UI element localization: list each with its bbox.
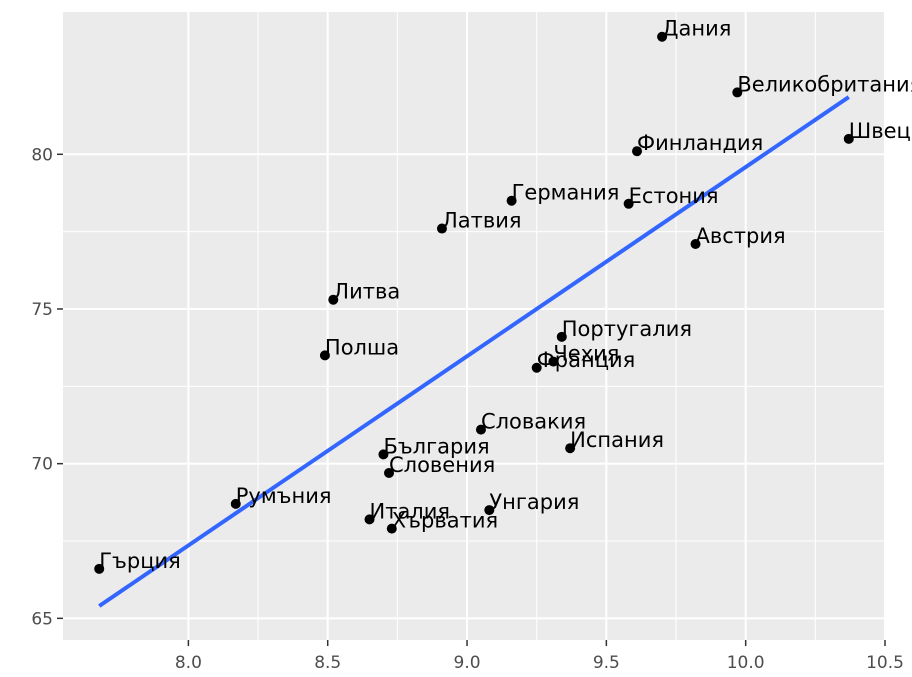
data-point bbox=[657, 31, 668, 42]
data-point bbox=[556, 331, 567, 342]
data-point bbox=[548, 356, 559, 367]
data-point bbox=[531, 362, 542, 373]
point-labels-layer: Дания Великобритания Швеция Финландия Герман… bbox=[99, 17, 912, 573]
x-tick-label: 8.0 bbox=[175, 653, 202, 673]
point-label: Словения bbox=[389, 453, 495, 477]
data-point bbox=[843, 133, 854, 144]
point-label: Австрия bbox=[696, 224, 786, 248]
y-tick-label: 80 bbox=[31, 145, 53, 165]
data-point bbox=[319, 350, 330, 361]
point-label: Испания bbox=[570, 428, 664, 452]
y-tick-label: 75 bbox=[31, 300, 53, 320]
point-label: Германия bbox=[512, 181, 620, 205]
point-label: Естония bbox=[629, 184, 719, 208]
point-label: Литва bbox=[333, 280, 400, 304]
fit-line-layer bbox=[98, 95, 850, 608]
point-label: Гърция bbox=[99, 549, 181, 573]
regression-line bbox=[98, 95, 850, 608]
data-point bbox=[565, 443, 576, 454]
point-label: Италия bbox=[370, 499, 451, 523]
point-label: Хърватия bbox=[392, 509, 498, 533]
data-point bbox=[364, 514, 375, 525]
point-label: Румъния bbox=[236, 484, 332, 508]
point-label: Словакия bbox=[481, 410, 586, 434]
point-label: Латвия bbox=[442, 209, 522, 233]
y-tick-label: 65 bbox=[31, 609, 53, 629]
x-tick-label: 9.0 bbox=[454, 653, 481, 673]
point-label: България bbox=[383, 434, 489, 458]
data-point bbox=[506, 195, 517, 206]
data-point bbox=[623, 198, 634, 209]
point-label: Швеция bbox=[849, 119, 912, 143]
y-tick-label: 70 bbox=[31, 455, 53, 475]
data-point bbox=[378, 449, 389, 460]
data-point bbox=[230, 498, 241, 509]
points-layer bbox=[94, 31, 854, 574]
data-point bbox=[690, 239, 701, 250]
data-point bbox=[384, 467, 395, 478]
point-label: Португалия bbox=[562, 317, 692, 341]
data-point bbox=[436, 223, 447, 234]
x-tick-label: 10.5 bbox=[866, 653, 904, 673]
point-label: Франция bbox=[537, 348, 636, 372]
grid-lines bbox=[63, 12, 886, 640]
data-point bbox=[328, 294, 339, 305]
data-point bbox=[732, 87, 743, 98]
data-point bbox=[386, 523, 397, 534]
point-label: Финландия bbox=[637, 131, 763, 155]
point-label: Чехия bbox=[553, 342, 619, 366]
data-point bbox=[484, 505, 495, 516]
axes: 8.0 8.5 9.0 9.5 10.0 10.5 65 70 75 80 bbox=[31, 145, 904, 673]
data-point bbox=[475, 424, 486, 435]
point-label: Полша bbox=[325, 335, 399, 359]
point-label: Дания bbox=[662, 17, 731, 41]
data-point bbox=[632, 146, 643, 157]
point-label: Унгария bbox=[489, 490, 579, 514]
data-point bbox=[94, 563, 105, 574]
x-tick-label: 8.5 bbox=[314, 653, 341, 673]
point-label: Великобритания bbox=[737, 72, 912, 96]
x-tick-label: 10.0 bbox=[727, 653, 765, 673]
x-tick-label: 9.5 bbox=[593, 653, 620, 673]
